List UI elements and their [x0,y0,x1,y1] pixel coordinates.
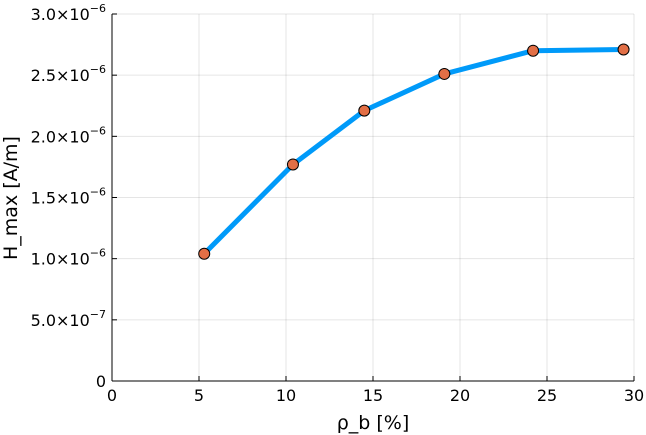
y-tick-label: 2.0×10−6 [31,124,106,146]
y-axis-ticks: 0 5.0×10−7 1.0×10−6 1.5×10−6 2.0×10−6 2.5×10−… [31,2,117,391]
y-tick-label: 1.0×10−6 [31,247,106,269]
x-tick-label: 15 [363,386,383,405]
data-point [286,158,299,171]
x-axis-title: ρ_b [%] [337,412,410,434]
x-tick-label: 0 [107,386,117,405]
data-point [617,43,630,56]
data-point [358,104,371,117]
x-tick-label: 20 [450,386,470,405]
y-tick-label: 1.5×10−6 [31,186,106,208]
y-tick-label: 3.0×10−6 [31,2,106,24]
series-line [201,46,627,257]
x-tick-label: 10 [276,386,296,405]
data-point [527,44,540,57]
x-tick-label: 30 [624,386,644,405]
x-axis-ticks: 0 5 10 15 20 25 30 [107,376,644,405]
x-tick-label: 25 [537,386,557,405]
y-tick-label: 5.0×10−7 [31,308,106,330]
x-tick-label: 5 [194,386,204,405]
data-point [438,67,451,80]
y-tick-label: 0 [96,372,106,391]
y-axis-title: H_max [A/m] [0,136,22,260]
data-point [198,247,211,260]
y-tick-label: 2.5×10−6 [31,63,106,85]
grid [111,13,635,382]
data-series [198,43,630,260]
